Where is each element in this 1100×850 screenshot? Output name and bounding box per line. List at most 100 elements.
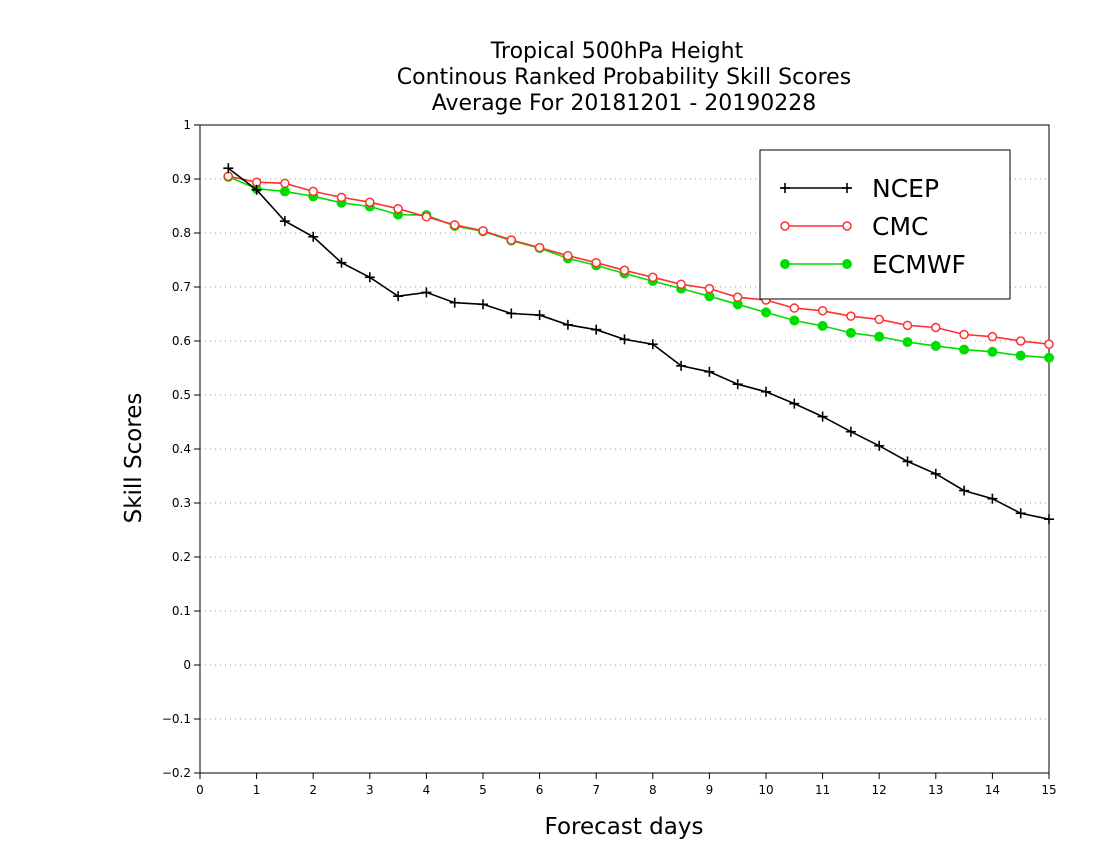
- data-point-cmc: [421, 212, 432, 222]
- data-point-ncep: [223, 163, 234, 174]
- data-point-ecmwf: [902, 337, 913, 348]
- data-point-cmc: [959, 329, 969, 340]
- y-tick-label: 0.7: [172, 280, 191, 294]
- data-point-ncep: [732, 379, 743, 390]
- y-tick-label: −0.1: [162, 712, 191, 726]
- legend-marker-end-ncep: [842, 183, 852, 193]
- data-point-ncep: [761, 386, 771, 397]
- data-point-ncep: [902, 456, 913, 467]
- data-point-ncep: [478, 299, 488, 310]
- y-tick-label: 0.5: [172, 388, 191, 402]
- data-point-ncep: [251, 184, 262, 195]
- data-point-ncep: [449, 297, 460, 308]
- data-point-ecmwf: [817, 320, 828, 331]
- x-tick-label: 3: [366, 783, 374, 797]
- y-tick-label: 0.1: [172, 604, 191, 618]
- data-point-cmc: [308, 186, 318, 197]
- legend-label-ncep: NCEP: [872, 174, 939, 203]
- x-tick-label: 1: [253, 783, 261, 797]
- data-point-ncep: [308, 231, 319, 242]
- series-lines: [223, 163, 1054, 525]
- data-point-cmc: [591, 257, 601, 268]
- chart-title-line-2: Continous Ranked Probability Skill Score…: [397, 65, 851, 90]
- y-tick-label: 0.9: [172, 172, 191, 186]
- x-tick-label: 5: [479, 783, 487, 797]
- data-point-ncep: [279, 216, 290, 227]
- series-line-ncep: [227, 167, 1050, 520]
- legend-label-ecmwf: ECMWF: [872, 250, 966, 279]
- data-point-cmc: [1044, 339, 1054, 349]
- y-tick-label: 0.3: [172, 496, 191, 510]
- x-tick-label: 8: [649, 783, 657, 797]
- legend-marker-start-ncep: [780, 183, 790, 193]
- x-tick-label: 15: [1041, 783, 1056, 797]
- legend-item-ecmwf: ECMWF: [780, 250, 966, 279]
- x-tick-label: 0: [196, 783, 204, 797]
- data-point-ecmwf: [279, 186, 290, 197]
- data-point-cmc: [732, 292, 743, 303]
- data-point-cmc: [648, 272, 658, 283]
- data-point-cmc: [874, 314, 884, 325]
- data-point-cmc: [223, 171, 234, 182]
- legend-marker-start-cmc: [780, 221, 790, 231]
- data-point-ncep: [393, 291, 404, 302]
- y-tick-label: 1: [183, 118, 191, 132]
- legend-marker-start-ecmwf: [780, 259, 790, 269]
- x-tick-label: 10: [758, 783, 773, 797]
- x-tick-label: 14: [985, 783, 1000, 797]
- data-point-ncep: [874, 440, 885, 451]
- data-point-ncep: [676, 360, 687, 371]
- data-point-ncep: [1015, 508, 1026, 519]
- data-point-ncep: [336, 257, 347, 268]
- data-point-ncep: [647, 339, 658, 350]
- data-point-cmc: [987, 331, 998, 342]
- y-tick-label: 0.2: [172, 550, 191, 564]
- legend: NCEP CMC ECMWF: [759, 149, 1011, 300]
- x-axis-title: Forecast days: [545, 814, 704, 840]
- data-point-ecmwf: [789, 315, 800, 326]
- chart-title-line-1: Tropical 500hPa Height: [490, 39, 744, 64]
- data-point-cmc: [506, 235, 517, 245]
- data-point-ncep: [1044, 514, 1054, 525]
- x-tick-label: 11: [815, 783, 830, 797]
- data-point-cmc: [704, 283, 715, 294]
- data-point-cmc: [563, 250, 573, 261]
- data-point-cmc: [789, 303, 800, 313]
- data-point-cmc: [902, 320, 913, 331]
- y-tick-label: 0.8: [172, 226, 191, 240]
- data-point-ncep: [959, 485, 970, 496]
- data-point-ecmwf: [874, 331, 885, 342]
- data-point-cmc: [817, 306, 828, 316]
- data-point-ecmwf: [761, 307, 771, 318]
- data-point-ecmwf: [1015, 350, 1026, 361]
- legend-item-cmc: CMC: [780, 212, 928, 241]
- x-tick-label: 9: [706, 783, 714, 797]
- data-point-ncep: [591, 324, 602, 335]
- data-point-ncep: [364, 272, 375, 283]
- data-point-ncep: [845, 426, 856, 437]
- data-point-cmc: [846, 311, 856, 321]
- x-tick-label: 12: [872, 783, 887, 797]
- legend-box: [759, 149, 1011, 300]
- y-tick-label: 0.4: [172, 442, 191, 456]
- data-point-ncep: [421, 287, 432, 298]
- data-point-ecmwf: [845, 327, 856, 338]
- data-point-cmc: [393, 203, 403, 214]
- data-point-cmc: [676, 279, 686, 290]
- data-point-cmc: [336, 192, 347, 203]
- data-point-ecmwf: [987, 346, 998, 357]
- data-point-cmc: [449, 220, 460, 230]
- x-tick-label: 7: [592, 783, 600, 797]
- data-point-cmc: [280, 178, 290, 189]
- data-point-ncep: [789, 398, 800, 409]
- x-tick-label: 13: [928, 783, 943, 797]
- x-tick-label: 4: [423, 783, 431, 797]
- legend-label-cmc: CMC: [872, 212, 928, 241]
- data-point-ncep: [506, 308, 517, 319]
- data-point-cmc: [478, 226, 488, 236]
- axis-ticks: −0.2−0.100.10.20.30.40.50.60.70.80.910 1 2…: [162, 118, 1057, 797]
- legend-marker-end-ecmwf: [842, 259, 852, 269]
- chart-title-line-3: Average For 20181201 - 20190228: [432, 91, 817, 116]
- data-point-ncep: [562, 319, 573, 330]
